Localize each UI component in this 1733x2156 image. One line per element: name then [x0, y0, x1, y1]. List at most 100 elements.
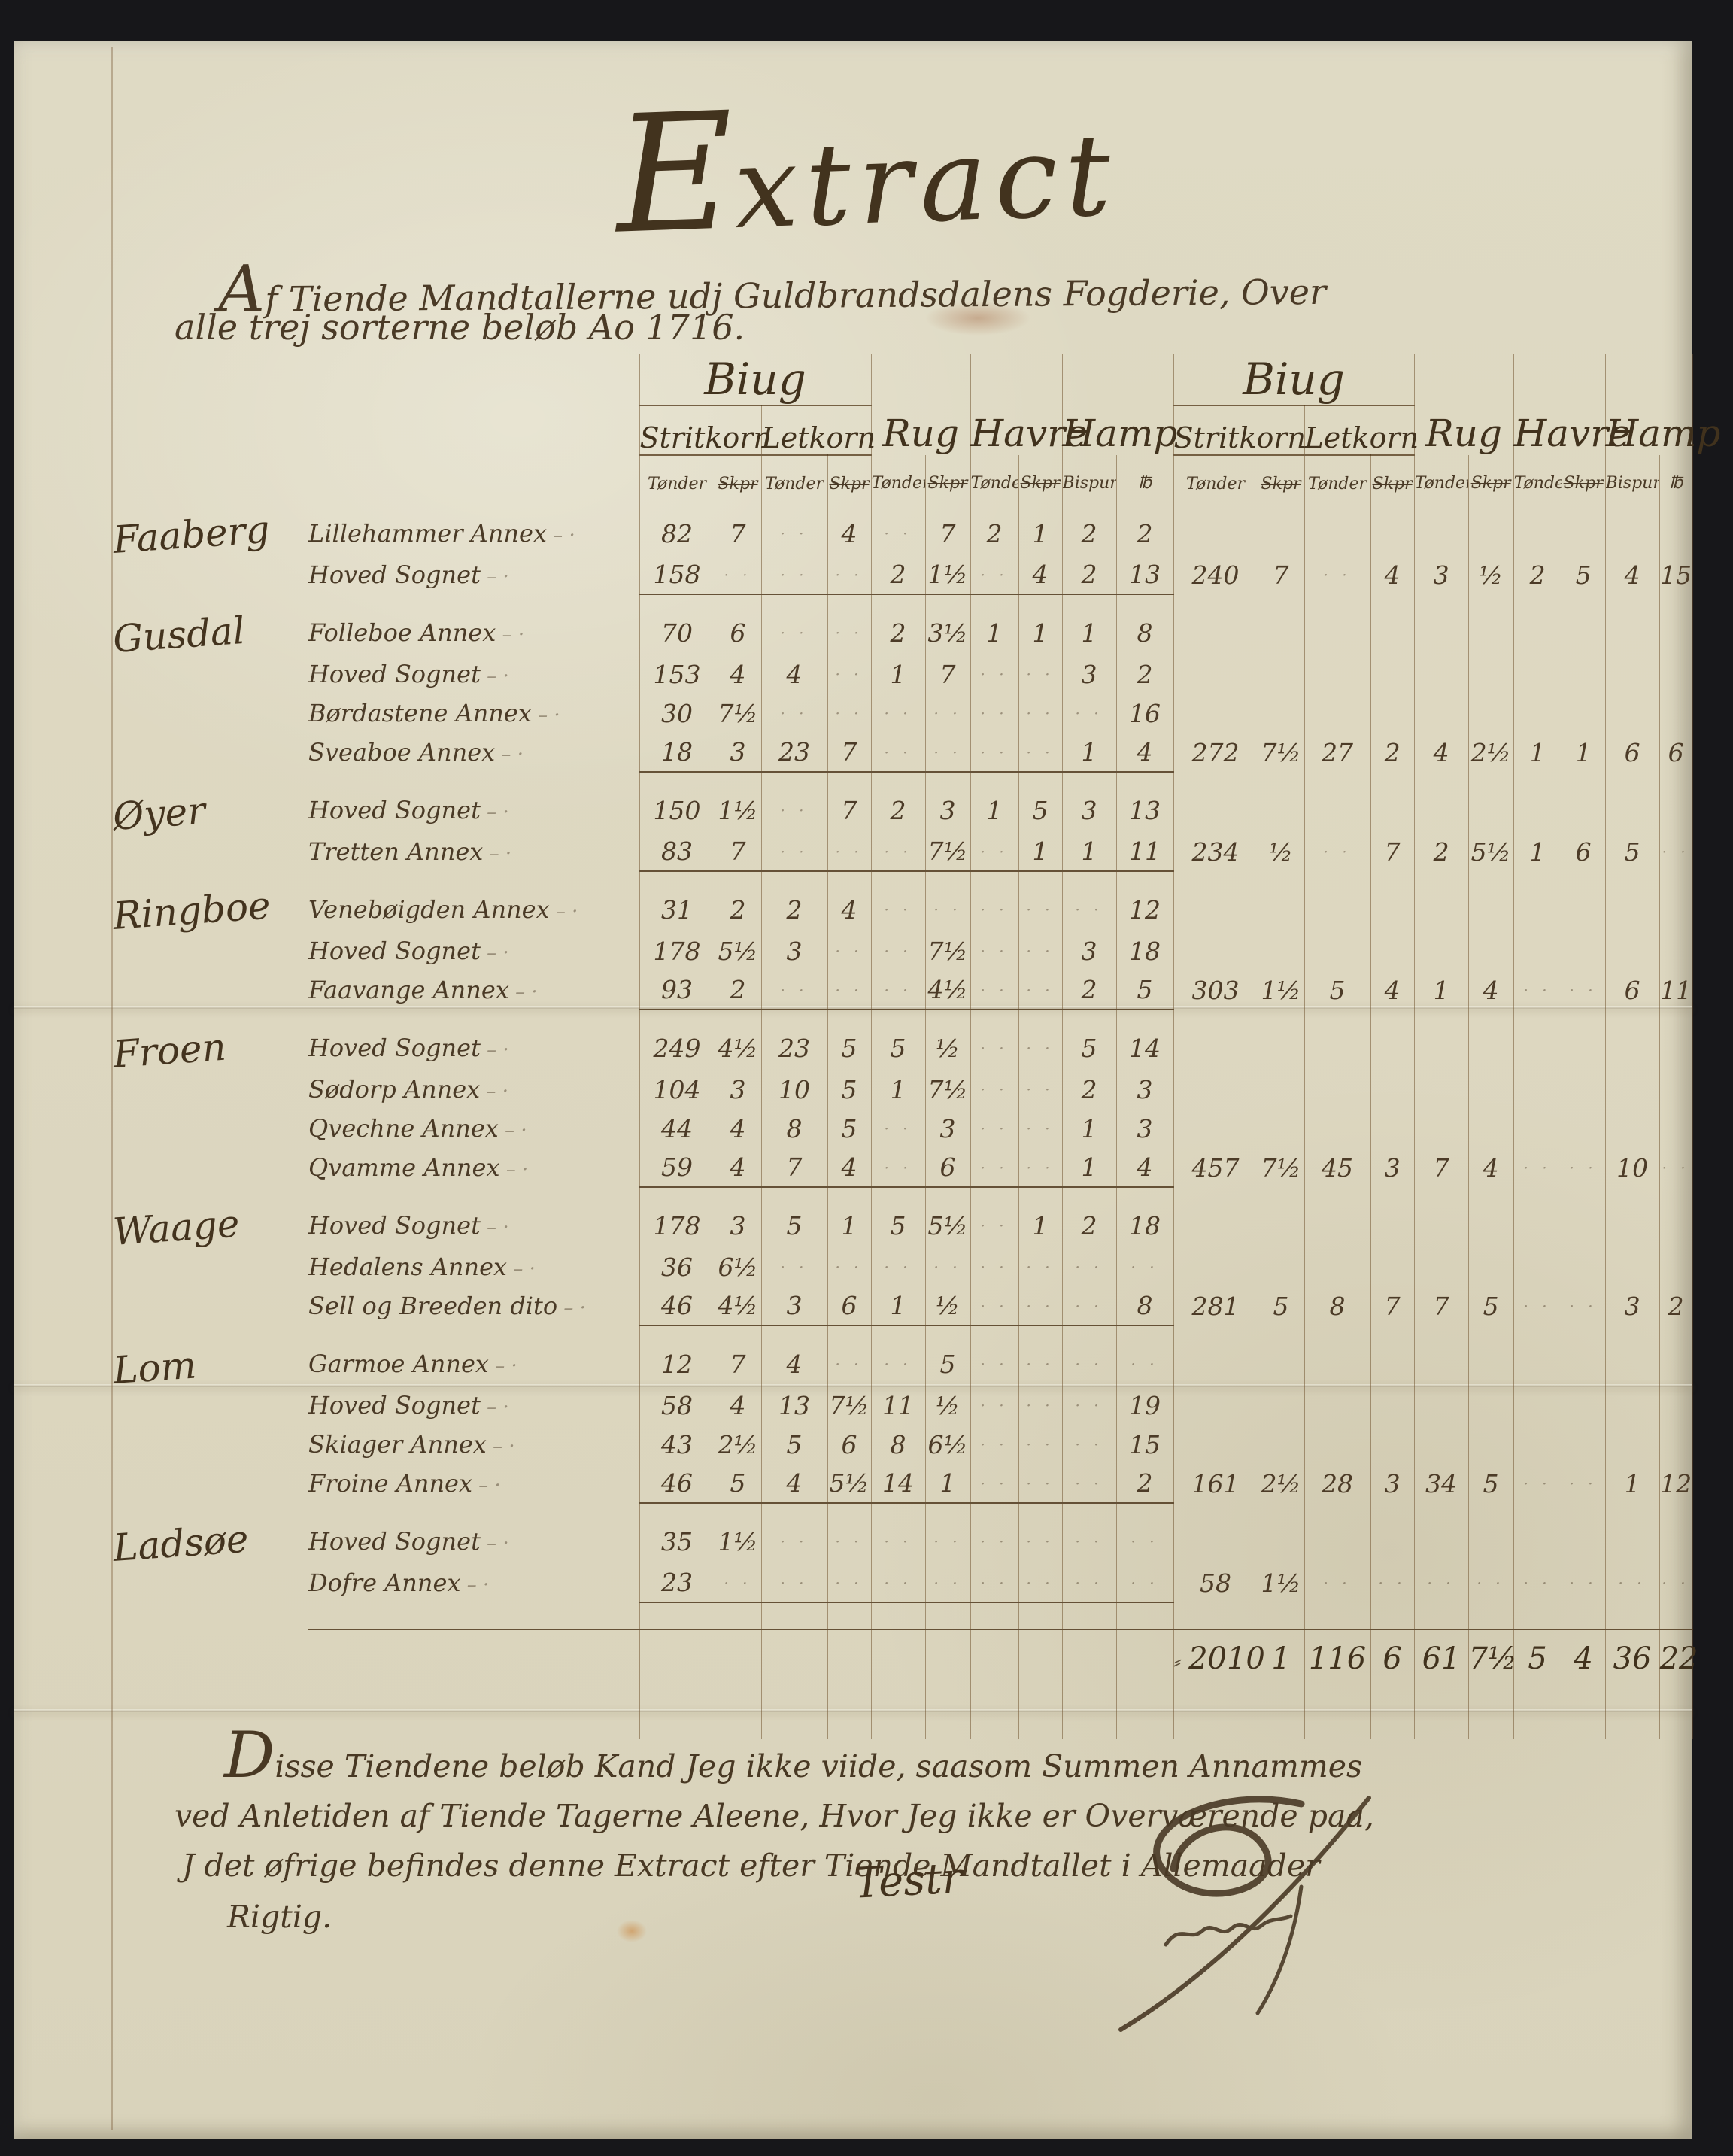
spacer-row — [113, 871, 1693, 888]
value-cell — [1115, 1602, 1174, 1619]
value-cell: · · — [1413, 1563, 1469, 1602]
value-cell — [639, 1602, 715, 1619]
value-cell: 153 — [639, 654, 715, 694]
value-cell — [1304, 1070, 1371, 1109]
value-cell: 7 — [1257, 555, 1305, 594]
value-cell: 5 — [1115, 970, 1174, 1010]
value-cell — [1561, 512, 1606, 555]
value-cell: · · — [1061, 1520, 1117, 1563]
unit-tonder: Tønder — [1173, 455, 1258, 512]
value-cell — [1513, 1109, 1562, 1148]
value-cell: · · — [970, 1070, 1019, 1109]
value-cell: 1 — [1413, 970, 1469, 1010]
value-cell — [1304, 611, 1371, 654]
value-cell — [1115, 1629, 1174, 1687]
value-cell: · · — [1115, 1342, 1174, 1386]
value-cell: · · — [827, 1563, 872, 1603]
value-cell: 5 — [1467, 1464, 1514, 1503]
value-cell: · · — [1018, 1070, 1063, 1109]
value-cell: 4 — [1467, 1148, 1514, 1187]
value-cell — [1257, 871, 1305, 888]
value-cell — [1467, 1342, 1514, 1386]
value-cell: 178 — [639, 931, 715, 970]
value-cell: 4 — [760, 1342, 827, 1386]
value-cell — [1659, 654, 1693, 694]
unit-bispund: Bispund — [1604, 455, 1660, 512]
value-cell: 7 — [1370, 832, 1415, 871]
value-cell: 2 — [970, 512, 1019, 555]
value-cell — [1173, 1425, 1258, 1464]
value-cell — [714, 772, 761, 788]
value-cell: 7 — [714, 832, 761, 872]
parish-label: Hoved Sognet — [308, 1026, 639, 1070]
value-cell: 1 — [1018, 1204, 1063, 1247]
value-cell: 1 — [1513, 733, 1562, 772]
value-cell: · · — [970, 1026, 1019, 1070]
value-cell — [1304, 594, 1371, 611]
unit-tonder: Tønder — [1413, 455, 1469, 512]
table-row: Tretten Annex837· ·· ·· ·7½· ·1111234½· … — [113, 832, 1693, 872]
value-cell — [1257, 772, 1305, 788]
value-cell — [1467, 1503, 1514, 1520]
value-cell — [1561, 1342, 1606, 1386]
value-cell: 15 — [1659, 555, 1693, 594]
value-cell — [1257, 1619, 1305, 1630]
value-cell — [1061, 1619, 1117, 1630]
value-cell — [1115, 871, 1174, 888]
value-cell: · · — [827, 832, 872, 872]
col-havre-left: Havre — [970, 354, 1088, 455]
value-cell: · · — [970, 888, 1019, 931]
value-cell: · · — [970, 832, 1019, 872]
value-cell — [1659, 1187, 1693, 1204]
value-cell: · · — [827, 1247, 872, 1286]
unit-pund: ℔ — [1659, 455, 1693, 512]
parish-label: Hoved Sognet — [308, 1520, 639, 1563]
value-cell: 8 — [760, 1109, 827, 1148]
value-cell: · · — [760, 512, 827, 555]
value-cell — [1304, 1342, 1371, 1386]
value-cell: ½ — [924, 1286, 971, 1326]
spacer-cell — [113, 1619, 308, 1629]
value-cell: · · — [827, 1520, 872, 1563]
value-cell — [827, 1187, 872, 1204]
value-cell — [639, 772, 715, 788]
value-cell: 18 — [1115, 931, 1174, 970]
value-cell — [827, 1503, 872, 1520]
value-cell — [1604, 654, 1660, 694]
unit-skpr: Skpr — [1467, 455, 1514, 512]
value-cell — [1604, 694, 1660, 733]
value-cell — [1370, 1109, 1415, 1148]
value-cell: 5 — [1018, 788, 1063, 832]
value-cell — [1604, 888, 1660, 931]
value-cell — [1659, 1204, 1693, 1247]
value-cell — [1467, 594, 1514, 611]
parish-label: Hoved Sognet — [308, 1386, 639, 1425]
value-cell: · · — [1018, 694, 1063, 733]
value-cell — [1173, 1026, 1258, 1070]
value-cell: 6 — [1604, 970, 1660, 1010]
value-cell: · · — [870, 512, 926, 555]
value-cell — [924, 871, 971, 888]
value-cell: 5 — [1304, 970, 1371, 1010]
spacer-cell — [308, 1503, 639, 1520]
value-cell — [760, 1503, 827, 1520]
value-cell — [1257, 1520, 1305, 1563]
value-cell — [1659, 931, 1693, 970]
value-cell — [1561, 1026, 1606, 1070]
value-cell — [1561, 772, 1606, 788]
table-row: Hoved Sognet158· ·· ·· ·21½· ·42132407· … — [113, 555, 1693, 595]
closing-line-4: Rigtig. — [227, 1899, 332, 1935]
value-cell — [970, 1629, 1019, 1687]
value-cell: · · — [827, 931, 872, 970]
value-cell: 5 — [1257, 1286, 1305, 1325]
value-cell: · · — [1061, 1386, 1117, 1425]
spacer-cell — [308, 1010, 639, 1026]
label-corner — [113, 354, 639, 512]
value-cell: 2 — [1115, 654, 1174, 694]
value-cell: 4 — [1561, 1629, 1606, 1687]
value-cell — [1659, 1109, 1693, 1148]
value-cell — [1604, 1070, 1660, 1109]
value-cell: 1½ — [714, 788, 761, 832]
value-cell: 2010 — [1173, 1629, 1265, 1687]
